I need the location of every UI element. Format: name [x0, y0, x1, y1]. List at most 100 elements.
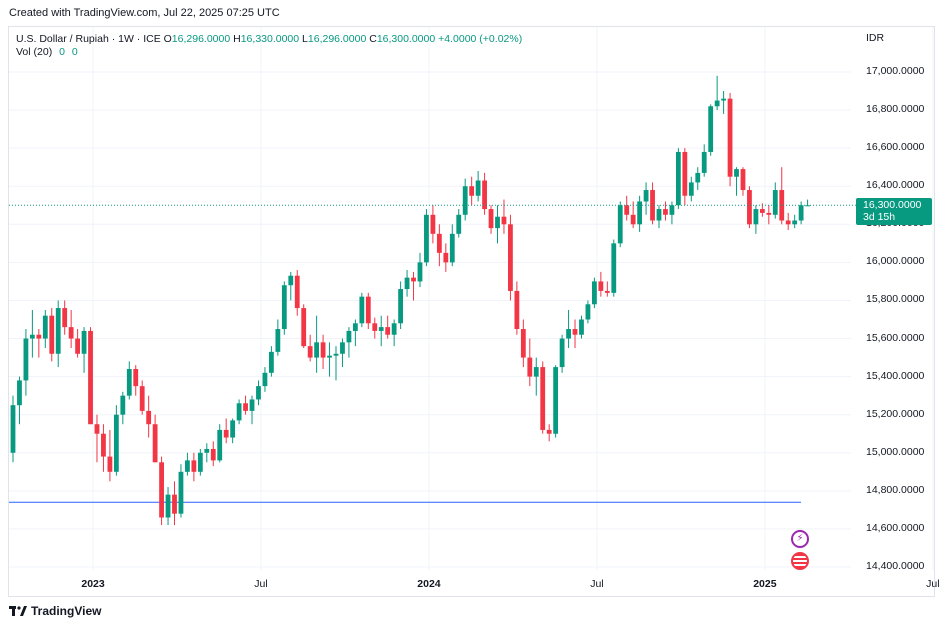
y-tick-label: 14,800.0000	[866, 483, 925, 496]
candle-body	[94, 424, 100, 434]
candle	[281, 281, 287, 335]
candle	[682, 148, 688, 206]
candle-body	[107, 456, 113, 472]
candle-body	[566, 329, 571, 339]
candle	[372, 317, 378, 339]
low-label: L	[302, 33, 308, 45]
candle-body	[630, 214, 636, 225]
us-flag-icon[interactable]	[791, 552, 809, 570]
lightning-icon[interactable]: ⚡	[791, 530, 809, 548]
y-tick-label: 15,800.0000	[866, 293, 925, 306]
tradingview-brand: TradingView	[31, 604, 102, 618]
candle	[378, 315, 384, 347]
candle-body	[29, 334, 35, 339]
currency-label[interactable]: IDR	[866, 32, 885, 44]
candle-body	[185, 460, 190, 472]
close-label: C	[369, 33, 377, 45]
tradingview-logo-icon	[9, 606, 27, 616]
candle	[55, 300, 61, 368]
candle	[495, 205, 500, 244]
created-with-text: Created with TradingView.com, Jul 22, 20…	[9, 7, 280, 19]
candle-body	[275, 329, 281, 352]
symbol-title[interactable]: U.S. Dollar / Rupiah · 1W · ICE	[16, 33, 161, 45]
candle-body	[17, 380, 22, 406]
candle	[772, 182, 778, 219]
candle-body	[385, 327, 391, 335]
candle-body	[230, 420, 236, 438]
candle-body	[146, 410, 152, 425]
candle-body	[372, 323, 378, 331]
candle	[126, 361, 132, 400]
candle-body	[417, 262, 423, 282]
candle-body	[766, 212, 772, 215]
candle-body	[113, 414, 119, 472]
candle-body	[81, 330, 87, 354]
candle	[75, 329, 80, 358]
candle-body	[424, 214, 429, 263]
candle	[624, 195, 630, 221]
candle	[320, 334, 326, 369]
candle-body	[281, 285, 287, 330]
candle	[223, 418, 229, 444]
candle	[482, 172, 487, 215]
candle	[559, 334, 565, 373]
candle	[501, 199, 507, 234]
candle	[10, 395, 16, 463]
candle	[17, 376, 22, 425]
candle-body	[333, 353, 339, 356]
grid	[9, 27, 934, 570]
candle-body	[256, 386, 261, 400]
candle	[23, 329, 29, 396]
candle	[191, 452, 197, 482]
candle	[159, 456, 164, 526]
candle-body	[533, 367, 539, 377]
candle	[262, 367, 268, 392]
candle	[165, 487, 171, 526]
candle-body	[779, 190, 785, 221]
candle-body	[669, 205, 675, 215]
candle	[669, 201, 675, 225]
chart-frame[interactable]	[8, 26, 935, 597]
x-tick-label: Jul	[926, 578, 940, 590]
candle	[146, 395, 152, 438]
candle-body	[714, 100, 720, 107]
candle-body	[559, 338, 565, 368]
candle	[572, 319, 578, 349]
candle	[469, 176, 475, 206]
candle	[650, 182, 655, 225]
y-tick-label: 16,800.0000	[866, 103, 925, 116]
candle	[81, 327, 87, 373]
candle-body	[682, 151, 688, 196]
candles	[10, 75, 810, 526]
candle-body	[320, 342, 326, 358]
candle	[508, 214, 513, 301]
candle-body	[747, 190, 752, 225]
candle-body	[656, 209, 662, 221]
candle-body	[404, 277, 410, 290]
candle-body	[695, 172, 701, 183]
candle	[333, 346, 339, 381]
tradingview-logo: TradingView	[9, 604, 101, 618]
candle	[663, 201, 668, 221]
candle	[210, 441, 216, 467]
candle	[385, 315, 391, 339]
candle-body	[772, 190, 778, 215]
volume-label[interactable]: Vol (20)	[16, 46, 53, 58]
candle-body	[508, 224, 513, 291]
candle-body	[701, 151, 707, 173]
bar-countdown: 3d 15h	[863, 211, 896, 223]
candle	[88, 327, 93, 425]
candle	[436, 224, 442, 267]
candle-body	[553, 367, 559, 434]
x-tick-label: Jul	[254, 578, 268, 590]
candle	[779, 167, 785, 225]
candle	[197, 448, 203, 476]
candle-body	[495, 216, 500, 229]
candle-body	[204, 448, 210, 453]
volume-value-1: 0	[59, 46, 65, 58]
candle	[643, 182, 649, 215]
candle	[178, 464, 184, 518]
candle	[714, 75, 720, 111]
candle-body	[178, 471, 184, 514]
